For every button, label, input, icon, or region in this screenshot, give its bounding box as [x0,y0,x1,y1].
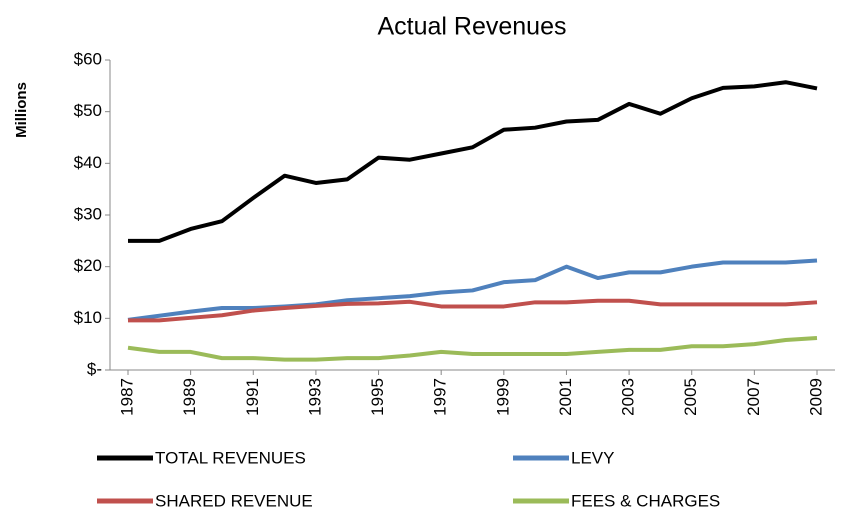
y-tick-label: $50 [74,101,102,120]
x-tick-label: 2009 [806,378,825,416]
x-tick-label: 1991 [243,378,262,416]
x-tick-label: 1987 [117,378,136,416]
x-tick-label: 2001 [556,378,575,416]
y-tick-label: $- [87,359,102,378]
legend-label: FEES & CHARGES [571,491,720,510]
x-tick-label: 1995 [368,378,387,416]
chart-title: Actual Revenues [377,13,566,41]
legend-label: TOTAL REVENUES [155,448,306,467]
x-tick-label: 2005 [681,378,700,416]
series-line [127,258,818,322]
legend-label: LEVY [571,448,614,467]
y-tick-label: $10 [74,308,102,327]
series-line [127,335,818,362]
series-line [128,298,818,323]
x-tick-label: 1989 [180,378,199,416]
legend-label: SHARED REVENUE [155,491,313,510]
y-tick-label: $60 [74,49,102,68]
y-tick-label: $30 [74,204,102,223]
x-tick-label: 2003 [619,378,638,416]
y-axis-title: Millions [13,82,30,138]
x-tick-label: 1993 [305,378,324,416]
x-tick-label: 1999 [493,378,512,416]
y-tick-label: $20 [74,256,102,275]
y-tick-label: $40 [74,153,102,172]
x-tick-label: 2007 [744,378,763,416]
series-line [128,80,818,243]
x-tick-label: 1997 [431,378,450,416]
